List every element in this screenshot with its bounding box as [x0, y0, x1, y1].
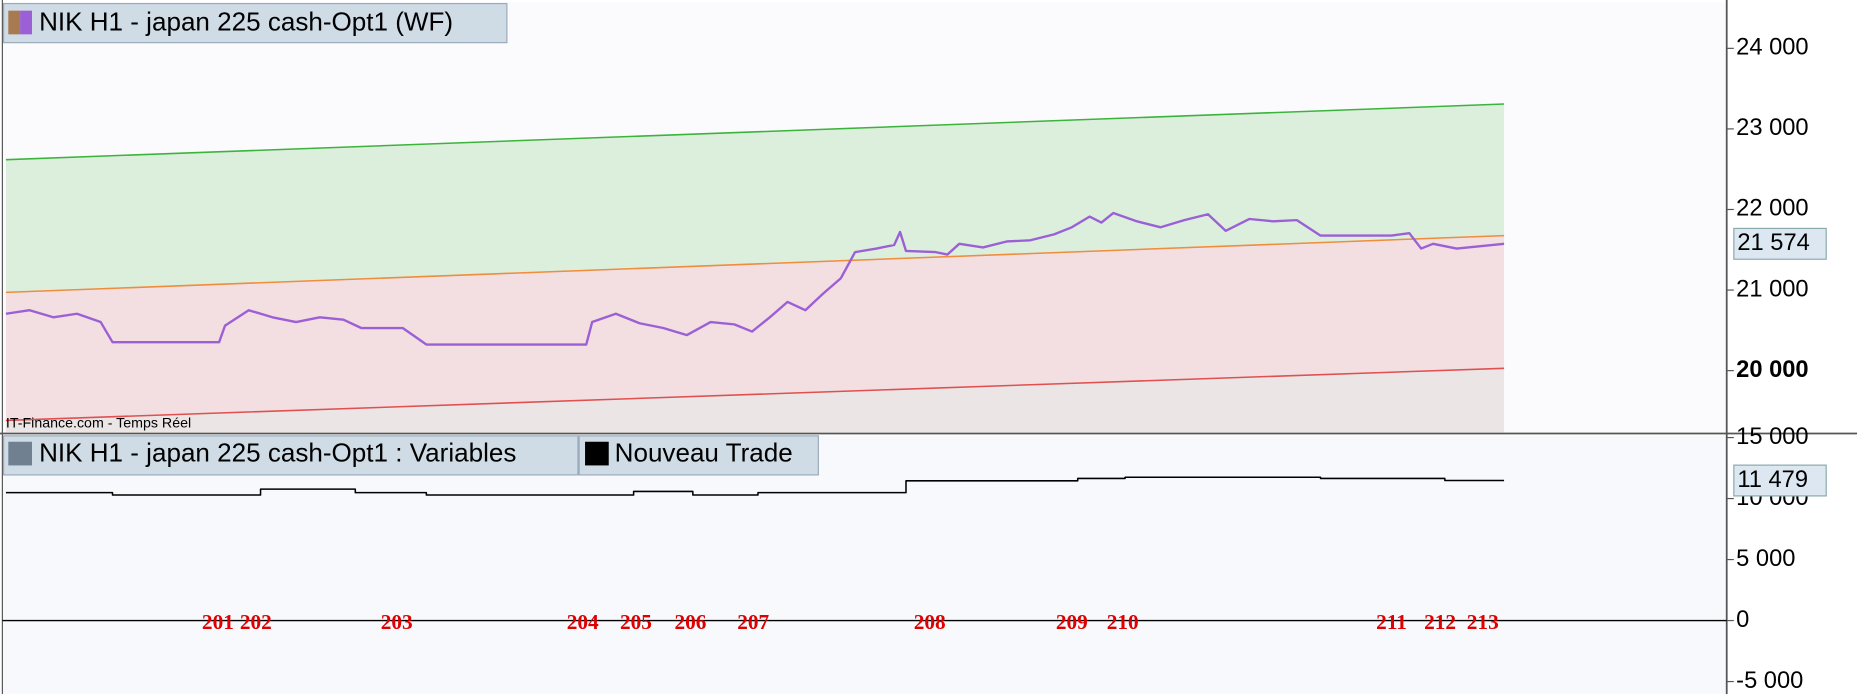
- legend-title: NIK H1 - japan 225 cash-Opt1 (WF): [39, 7, 453, 37]
- channel-fill: [5, 104, 1505, 293]
- y-tick-label: 0: [1736, 607, 1749, 633]
- series-line: [5, 476, 1505, 496]
- legend-swatch: [585, 441, 609, 466]
- legend-bottom: NIK H1 - japan 225 cash-Opt1 : Variables…: [2, 435, 819, 476]
- y-tick-label: 23 000: [1736, 115, 1808, 141]
- last-value-label: 21 574: [1737, 230, 1809, 256]
- y-tick-label: 24 000: [1736, 35, 1808, 61]
- legend-title: NIK H1 - japan 225 cash-Opt1 : Variables: [39, 438, 516, 468]
- last-value-box: [1733, 464, 1827, 497]
- trade-label: 203: [381, 610, 413, 634]
- last-value-label: 11 479: [1737, 467, 1808, 493]
- plots: 20 000 21 000 22 000 23 000 24 000 21 574 -5 0…: [2, 35, 1827, 694]
- trade-label: 201: [202, 610, 234, 634]
- trade-label: 210: [1107, 610, 1139, 634]
- y-tick-label: 22 000: [1736, 196, 1808, 222]
- trade-label: 213: [1467, 610, 1499, 634]
- source-note: IT-Finance.com - Temps Réel: [6, 416, 191, 432]
- trade-label: 206: [674, 610, 706, 634]
- trade-label: 204: [567, 610, 599, 634]
- legend-box: [2, 2, 508, 44]
- channel-line: [5, 234, 1505, 294]
- trade-label: 205: [620, 610, 652, 634]
- series-line: [5, 211, 1505, 346]
- channel-fill: [5, 368, 1505, 433]
- y-tick-label: 20 000: [1736, 357, 1808, 383]
- last-value-box: [1733, 227, 1827, 260]
- trade-label: 211: [1376, 610, 1407, 634]
- y-tick-label: 5 000: [1736, 546, 1795, 572]
- legend-swatch: [8, 441, 32, 466]
- legend-swatch: [20, 10, 32, 35]
- legend-top: NIK H1 - japan 225 cash-Opt1 (WF): [2, 2, 508, 44]
- trade-label: 212: [1424, 610, 1456, 634]
- trade-label: 209: [1056, 610, 1088, 634]
- legend-box: [578, 435, 819, 476]
- trade-label: 202: [240, 610, 272, 634]
- y-tick-label: 15 000: [1736, 424, 1808, 450]
- y-tick-label: -5 000: [1736, 668, 1803, 694]
- legend-entry: Nouveau Trade: [615, 438, 793, 468]
- legend-box: [2, 435, 579, 476]
- trade-label: 207: [737, 610, 769, 634]
- trade-label: 208: [914, 610, 946, 634]
- legend-swatch: [8, 10, 21, 35]
- y-tick-label: 21 000: [1736, 276, 1808, 302]
- channel-line: [5, 103, 1505, 161]
- channel-line: [5, 367, 1505, 422]
